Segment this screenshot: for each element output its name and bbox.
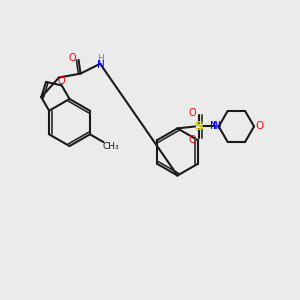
Text: CH₃: CH₃ xyxy=(102,142,119,151)
Text: O: O xyxy=(69,53,76,63)
Text: H: H xyxy=(97,54,104,63)
Text: S: S xyxy=(195,120,204,133)
Text: N: N xyxy=(97,60,105,70)
Text: N: N xyxy=(210,122,218,131)
Text: O: O xyxy=(188,135,196,145)
Text: O: O xyxy=(58,76,65,86)
Text: N: N xyxy=(213,122,220,131)
Text: O: O xyxy=(256,122,264,131)
Text: O: O xyxy=(188,108,196,118)
